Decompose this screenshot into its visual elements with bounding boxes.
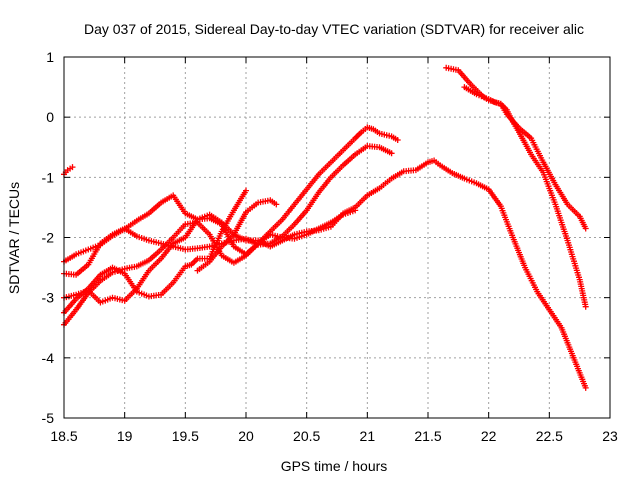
chart-title: Day 037 of 2015, Sidereal Day-to-day VTE… — [84, 21, 584, 37]
y-tick-label: -4 — [42, 350, 55, 366]
y-tick-label: -3 — [42, 290, 55, 306]
y-tick-label: -2 — [42, 230, 55, 246]
x-tick-label: 21 — [360, 428, 376, 444]
x-tick-label: 20 — [238, 428, 254, 444]
x-tick-label: 22.5 — [536, 428, 563, 444]
y-axis-label: SDTVAR / TECUs — [6, 182, 22, 294]
grid-lines — [64, 57, 610, 418]
x-tick-label: 18.5 — [50, 428, 77, 444]
series-s9-points — [461, 84, 589, 310]
series-s7-points — [194, 197, 280, 274]
x-axis-label: GPS time / hours — [281, 458, 388, 474]
x-tick-label: 22 — [481, 428, 497, 444]
x-tick-label: 19.5 — [172, 428, 199, 444]
x-tick-label: 23 — [602, 428, 618, 444]
series-s9 — [461, 84, 589, 310]
x-tick-label: 20.5 — [293, 428, 320, 444]
series-s7 — [194, 197, 280, 274]
x-tick-label: 19 — [117, 428, 133, 444]
y-tick-label: -5 — [42, 410, 55, 426]
y-tick-label: -1 — [42, 169, 55, 185]
x-tick-label: 21.5 — [414, 428, 441, 444]
y-tick-label: 0 — [46, 109, 54, 125]
axis-ticks: 18.5 19 19.5 20 20.5 21 21.5 22 22.5 23 -5 -4 -3 -2 -1… — [42, 49, 618, 444]
y-tick-label: 1 — [46, 49, 54, 65]
